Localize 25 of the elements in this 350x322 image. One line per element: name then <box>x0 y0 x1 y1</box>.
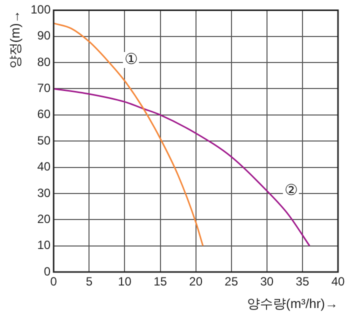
y-tick-label: 100 <box>30 2 51 17</box>
y-axis-title: 양정(m)→ <box>7 10 22 69</box>
line-series <box>54 22 204 247</box>
x-tick-label: 20 <box>189 274 203 289</box>
x-axis-title: 양수량(m³/hr)→ <box>247 296 338 311</box>
x-tick-label: 15 <box>154 274 168 289</box>
y-tick-label: 90 <box>37 28 51 43</box>
y-tick-label: 50 <box>37 133 51 148</box>
y-tick-label: 70 <box>37 81 51 96</box>
line-series <box>54 88 310 247</box>
y-tick-label: 80 <box>37 54 51 69</box>
series-label: ① <box>124 51 138 68</box>
y-tick-label: 40 <box>37 160 51 174</box>
x-tick-label: 10 <box>118 274 132 289</box>
y-tick-label: 60 <box>37 107 51 122</box>
x-tick-label: 40 <box>331 274 345 289</box>
x-tick-label: 5 <box>86 274 93 289</box>
y-tick-label: 10 <box>37 238 51 252</box>
y-tick-label: 20 <box>37 212 51 226</box>
x-tick-label: 30 <box>260 274 274 289</box>
y-tick-label: 0 <box>44 264 51 278</box>
y-tick-label: 30 <box>37 186 51 200</box>
series-label: ② <box>284 182 298 199</box>
x-tick-label: 35 <box>296 274 310 289</box>
x-tick-label: 25 <box>224 274 238 289</box>
